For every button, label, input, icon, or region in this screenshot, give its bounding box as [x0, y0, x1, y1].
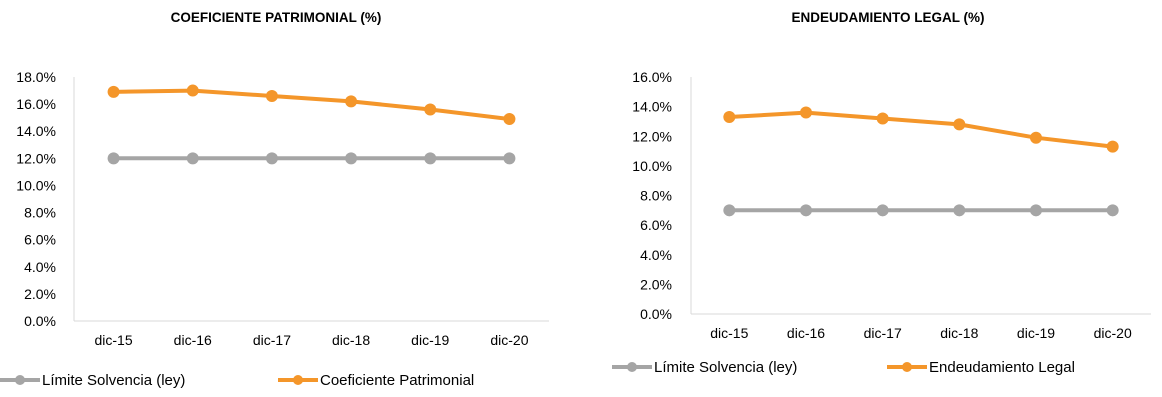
legend-label: Límite Solvencia (ley) — [654, 359, 797, 376]
x-tick-label: dic-19 — [411, 332, 449, 348]
y-tick-label: 0.0% — [640, 306, 672, 322]
x-tick-label: dic-17 — [864, 325, 902, 341]
y-tick-label: 6.0% — [640, 217, 672, 233]
y-tick-label: 4.0% — [24, 259, 56, 275]
legend-label: Endeudamiento Legal — [929, 359, 1075, 376]
data-point — [953, 204, 966, 217]
x-tick-label: dic-19 — [1017, 325, 1055, 341]
y-tick-label: 0.0% — [24, 313, 56, 329]
data-point — [1030, 131, 1042, 144]
data-point — [345, 152, 358, 165]
legend-swatch-marker — [902, 362, 912, 372]
legend-label: Coeficiente Patrimonial — [320, 372, 474, 389]
y-tick-label: 6.0% — [24, 232, 56, 248]
data-point — [800, 204, 812, 217]
x-tick-label: dic-20 — [490, 332, 528, 348]
data-point — [876, 204, 889, 217]
data-point — [1030, 204, 1042, 217]
series-line-valor — [111, 88, 512, 121]
data-point — [723, 204, 736, 217]
y-tick-label: 16.0% — [16, 96, 56, 112]
chart-title: COEFICIENTE PATRIMONIAL (%) — [171, 10, 382, 25]
chart-endeudamiento-legal: ENDEUDAMIENTO LEGAL (%) 0.0% 2.0% 4.0% 6.0%… — [581, 0, 1162, 397]
x-tick-label: dic-15 — [95, 332, 133, 348]
data-point — [503, 113, 516, 126]
chart-coeficiente-patrimonial: COEFICIENTE PATRIMONIAL (%) 0.0% 2.0% 4.0%… — [0, 10, 549, 389]
data-point — [1106, 204, 1119, 217]
data-point — [1106, 140, 1119, 153]
x-tick-label: dic-17 — [253, 332, 291, 348]
data-point — [503, 152, 516, 165]
legend-swatch-marker — [293, 375, 303, 385]
y-tick-label: 12.0% — [632, 128, 672, 144]
y-tick-label: 14.0% — [16, 123, 56, 139]
legend: Límite Solvencia (ley) Endeudamiento Lega… — [612, 359, 1075, 376]
legend-swatch-marker — [15, 375, 25, 385]
data-point — [800, 106, 812, 119]
y-tick-label: 16.0% — [632, 69, 672, 85]
y-tick-label: 8.0% — [24, 205, 56, 221]
x-tick-label: dic-15 — [710, 325, 748, 341]
data-point — [186, 152, 199, 165]
x-tick-label: dic-16 — [174, 332, 212, 348]
y-tick-label: 2.0% — [640, 276, 672, 292]
data-point — [723, 110, 736, 123]
data-point — [345, 95, 358, 108]
chart-title: ENDEUDAMIENTO LEGAL (%) — [791, 10, 984, 25]
y-tick-label: 8.0% — [640, 188, 672, 204]
x-tick-label: dic-18 — [940, 325, 978, 341]
y-tick-label: 10.0% — [632, 158, 672, 174]
legend-label: Límite Solvencia (ley) — [42, 372, 185, 389]
series-line-valor — [727, 110, 1115, 149]
legend-swatch-marker — [627, 362, 637, 372]
x-tick-label: dic-20 — [1094, 325, 1132, 341]
data-point — [186, 84, 199, 97]
y-tick-label: 14.0% — [632, 99, 672, 115]
x-tick-label: dic-16 — [787, 325, 825, 341]
y-tick-label: 12.0% — [16, 150, 56, 166]
data-point — [265, 152, 278, 165]
chart-right-svg: ENDEUDAMIENTO LEGAL (%) 0.0% 2.0% 4.0% 6.0%… — [612, 10, 1151, 376]
data-point — [107, 85, 120, 98]
legend: Límite Solvencia (ley) Coeficiente Patrim… — [0, 372, 474, 389]
x-tick-label: dic-18 — [332, 332, 370, 348]
data-point — [876, 112, 889, 125]
y-tick-label: 4.0% — [640, 247, 672, 263]
data-point — [107, 152, 120, 165]
y-tick-label: 18.0% — [16, 69, 56, 85]
chart-left-svg: COEFICIENTE PATRIMONIAL (%) 0.0% 2.0% 4.0%… — [0, 10, 549, 389]
data-point — [424, 152, 437, 165]
data-point — [953, 118, 966, 131]
data-point — [424, 103, 437, 116]
data-point — [265, 89, 278, 102]
y-tick-label: 10.0% — [16, 177, 56, 193]
y-tick-label: 2.0% — [24, 286, 56, 302]
